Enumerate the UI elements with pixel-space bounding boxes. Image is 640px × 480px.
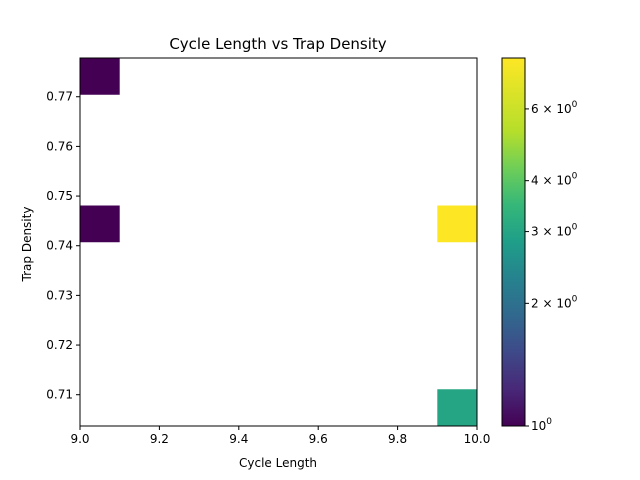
y-tick-label: 0.76 — [46, 139, 73, 153]
colorbar-tick-label: 6 × 100 — [531, 100, 578, 116]
heatmap-cell — [437, 389, 477, 426]
heatmap-cell — [80, 205, 120, 243]
x-axis: 9.0 9.2 9.4 9.6 9.8 10.0 — [70, 426, 490, 446]
y-tick-label: 0.75 — [46, 189, 73, 203]
colorbar-tick-label: 100 — [531, 417, 552, 433]
heatmap-cell — [437, 205, 477, 243]
y-axis-label: Trap Density — [20, 207, 34, 283]
x-tick-label: 9.8 — [388, 432, 407, 446]
colorbar-tick-label: 2 × 100 — [531, 294, 578, 310]
colorbar-tick-label: 3 × 100 — [531, 223, 578, 239]
chart-title: Cycle Length vs Trap Density — [169, 35, 386, 53]
y-tick-label: 0.73 — [46, 288, 73, 302]
y-tick-label: 0.72 — [46, 338, 73, 352]
y-tick-label: 0.77 — [46, 90, 73, 104]
x-tick-label: 9.0 — [70, 432, 89, 446]
heatmap-cell — [80, 58, 120, 95]
colorbar: 100 2 × 100 3 × 100 4 × 100 6 × 100 — [501, 57, 578, 433]
plot-area — [79, 57, 478, 427]
x-tick-label: 10.0 — [464, 432, 491, 446]
colorbar-gradient — [501, 57, 526, 427]
y-axis: 0.71 0.72 0.73 0.74 0.75 0.76 0.77 — [46, 90, 80, 402]
plot-frame — [79, 57, 478, 427]
y-tick-label: 0.71 — [46, 388, 73, 402]
x-tick-label: 9.2 — [150, 432, 169, 446]
x-tick-label: 9.6 — [309, 432, 328, 446]
colorbar-tick-label: 4 × 100 — [531, 172, 578, 188]
y-tick-label: 0.74 — [46, 239, 73, 253]
x-axis-label: Cycle Length — [239, 456, 317, 470]
x-tick-label: 9.4 — [229, 432, 248, 446]
